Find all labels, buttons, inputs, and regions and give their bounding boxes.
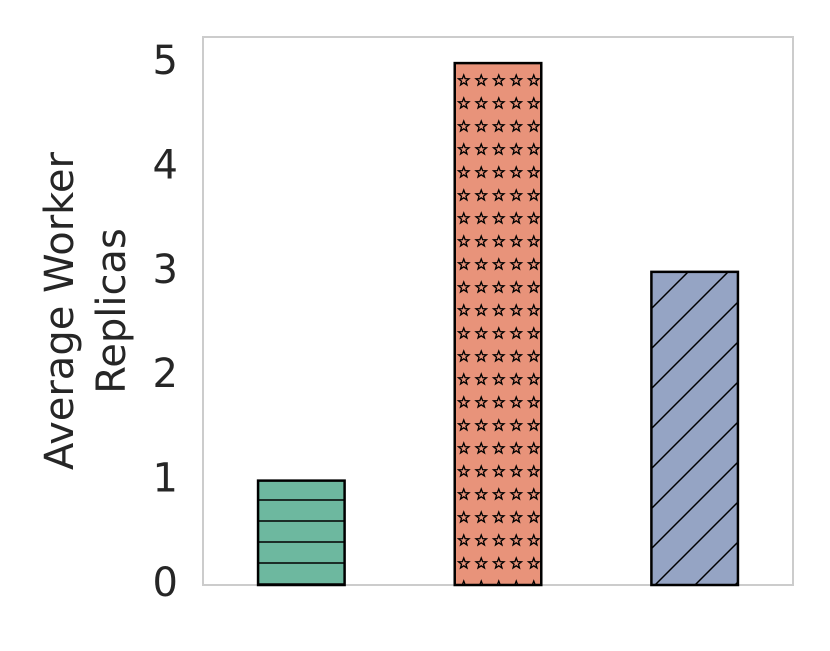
bar <box>453 61 543 587</box>
y-axis-label: Average Worker Replicas <box>37 152 135 470</box>
bar <box>256 479 346 587</box>
y-tick-label: 3 <box>153 247 178 293</box>
y-tick-label: 2 <box>153 351 178 397</box>
y-tick-label: 0 <box>153 560 178 606</box>
y-axis-label-line: Replicas <box>89 228 135 394</box>
y-tick-label: 5 <box>153 38 178 84</box>
y-tick-label: 1 <box>153 456 178 502</box>
y-axis-label-line: Average Worker <box>37 152 83 470</box>
bar <box>650 270 740 587</box>
y-tick-label: 4 <box>153 142 178 188</box>
